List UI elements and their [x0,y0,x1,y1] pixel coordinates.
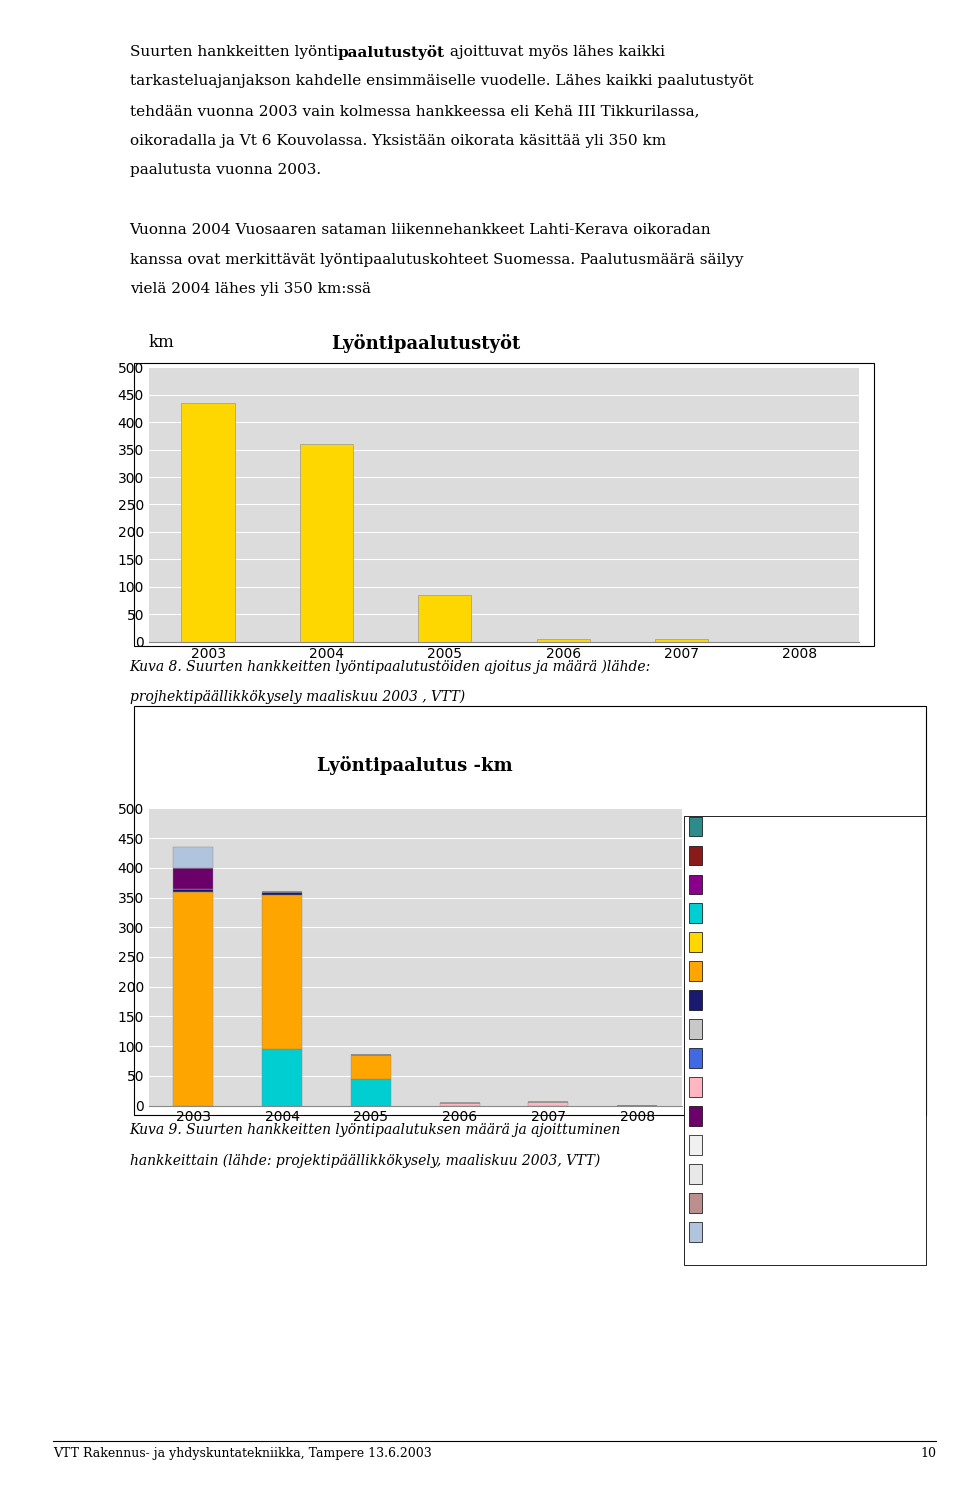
Text: Suurten hankkeitten lyönti: Suurten hankkeitten lyönti [130,45,338,58]
Bar [262,895,302,1049]
Bar [173,889,213,892]
Bar [173,892,213,1106]
Text: km: km [149,334,175,351]
Text: tehdään vuonna 2003 vain kolmessa hankkeessa eli Kehä III Tikkurilassa,: tehdään vuonna 2003 vain kolmessa hankke… [130,104,699,117]
Text: Vuosaaren sataman tie+rata: Vuosaaren sataman tie+rata [708,908,857,918]
Text: Vt1 Lohja-Lohjanharju: Vt1 Lohja-Lohjanharju [708,1227,826,1236]
Text: Vt 8 Raisio-Marjamäki: Vt 8 Raisio-Marjamäki [708,1140,825,1150]
Text: Vt 4 Lahti-Heinola: Vt 4 Lahti-Heinola [708,880,804,889]
Text: Vuonna 2004 Vuosaaren sataman liikennehankkeet Lahti-Kerava oikoradan: Vuonna 2004 Vuosaaren sataman liikenneha… [130,223,711,236]
Text: Vt 4 Jyväskylä-Kirri: Vt 4 Jyväskylä-Kirri [708,850,809,860]
Bar [173,868,213,889]
Bar [440,1103,480,1106]
Text: ajoittuvat myös lähes kaikki: ajoittuvat myös lähes kaikki [444,45,664,58]
Text: paalutustyöt: paalutustyöt [338,45,444,59]
Bar [300,444,353,642]
Text: Vt 6 Koskenkylä-Kouvola: Vt 6 Koskenkylä-Kouvola [708,1082,838,1092]
Text: paalutusta vuonna 2003.: paalutusta vuonna 2003. [130,163,321,177]
Bar [173,847,213,868]
Text: tarkasteluajanjakson kahdelle ensimmäiselle vuodelle. Lähes kaikki paalutustyöt: tarkasteluajanjakson kahdelle ensimmäise… [130,74,754,88]
Text: projhektipäällikkökysely maaliskuu 2003 , VTT): projhektipäällikkökysely maaliskuu 2003 … [130,690,465,704]
Text: Kerava-Lahti oikorata: Kerava-Lahti oikorata [708,966,822,976]
Bar [181,403,234,642]
Bar [655,639,708,642]
Text: Vt 9  Orivesi-Jämsä: Vt 9 Orivesi-Jämsä [708,1024,808,1034]
Text: kanssa ovat merkittävät lyöntipaalutuskohteet Suomessa. Paalutusmäärä säilyy: kanssa ovat merkittävät lyöntipaalutusko… [130,253,743,266]
Text: Vt 9 Korpilahti-Muurame: Vt 9 Korpilahti-Muurame [708,1054,839,1062]
Text: Vuosaaren satama: Vuosaaren satama [708,938,804,947]
Text: Lyöntipaalutus -km: Lyöntipaalutus -km [318,756,513,776]
Text: Kuva 9. Suurten hankkeitten lyöntipaalutuksen määrä ja ajoittuminen: Kuva 9. Suurten hankkeitten lyöntipaalut… [130,1123,621,1137]
Text: hankkeittain (lähde: projektipäällikkökysely, maaliskuu 2003, VTT): hankkeittain (lähde: projektipäällikköky… [130,1153,600,1168]
Bar [419,596,471,642]
Bar [350,1055,391,1079]
Text: Vt 5 Joroinen-Varkaus: Vt 5 Joroinen-Varkaus [708,1169,822,1178]
Bar [350,1079,391,1106]
Text: Vt 4 Haaransilta-Kiviniemi: Vt 4 Haaransilta-Kiviniemi [708,1198,847,1208]
Text: Kuva 8. Suurten hankkeitten lyöntipaalutustöiden ajoitus ja määrä )lähde:: Kuva 8. Suurten hankkeitten lyöntipaalut… [130,660,651,675]
Bar [262,892,302,895]
Bar [528,1103,568,1106]
Text: Lyöntipaalutustyöt: Lyöntipaalutustyöt [331,334,520,354]
Text: 10: 10 [920,1447,936,1461]
Text: vielä 2004 lähes yli 350 km:ssä: vielä 2004 lähes yli 350 km:ssä [130,282,371,296]
Text: Vt1 Muurla-Lohjanharju: Vt1 Muurla-Lohjanharju [708,822,834,831]
Text: Tampereen läntinen kehätie I vaihe: Tampereen läntinen kehätie I vaihe [708,996,894,1005]
Bar [537,639,589,642]
Text: VTT Rakennus- ja yhdyskuntatekniikka, Tampere 13.6.2003: VTT Rakennus- ja yhdyskuntatekniikka, Ta… [53,1447,432,1461]
Bar [262,1049,302,1106]
Text: Kehälll Lentoasemantie-Tikkurila: Kehälll Lentoasemantie-Tikkurila [708,1112,882,1120]
Text: oikoradalla ja Vt 6 Kouvolassa. Yksistään oikorata käsittää yli 350 km: oikoradalla ja Vt 6 Kouvolassa. Yksistää… [130,134,665,147]
